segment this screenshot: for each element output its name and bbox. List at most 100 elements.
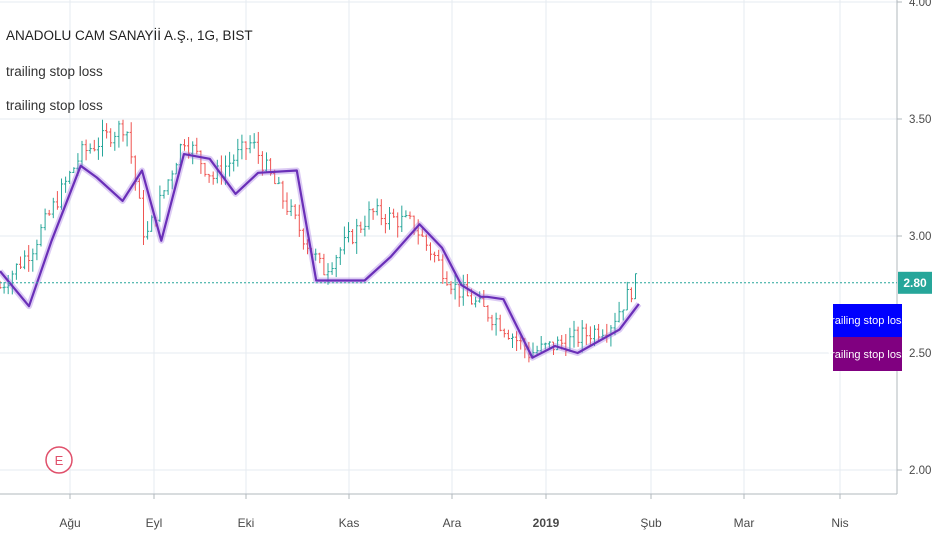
trailing-stop-line[interactable] bbox=[0, 153, 640, 359]
trailing-stop-series bbox=[0, 151, 642, 361]
candle bbox=[166, 179, 170, 195]
candle bbox=[256, 131, 260, 164]
candle bbox=[383, 213, 387, 234]
candle bbox=[96, 137, 100, 160]
candle bbox=[80, 140, 84, 167]
candle bbox=[392, 208, 396, 218]
candle bbox=[367, 201, 371, 230]
candle bbox=[633, 273, 638, 300]
candle bbox=[252, 133, 256, 149]
x-tick-label: Eki bbox=[238, 516, 255, 530]
x-tick-label: Mar bbox=[734, 516, 755, 530]
candle bbox=[293, 204, 297, 220]
candle bbox=[564, 334, 568, 356]
candle bbox=[334, 254, 338, 278]
candle bbox=[6, 274, 10, 295]
candle bbox=[597, 323, 601, 342]
candle bbox=[330, 262, 334, 275]
candle bbox=[301, 228, 305, 250]
candle bbox=[27, 245, 31, 272]
candle bbox=[498, 314, 502, 332]
candle bbox=[625, 281, 629, 311]
indicator-badge-blue-bg bbox=[833, 304, 902, 337]
candle bbox=[64, 176, 68, 193]
candle bbox=[289, 199, 293, 217]
candle bbox=[449, 281, 453, 295]
candle bbox=[232, 154, 236, 172]
candle bbox=[121, 119, 125, 142]
candle bbox=[453, 273, 457, 300]
candle bbox=[539, 336, 543, 354]
candle bbox=[519, 336, 523, 350]
candle bbox=[51, 197, 55, 219]
legend: ANADOLU CAM SANAYİİ A.Ş., 1G, BIST trail… bbox=[6, 28, 253, 113]
x-tick-label: Nis bbox=[831, 516, 848, 530]
y-tick-label: 2.50 bbox=[909, 348, 931, 360]
candle bbox=[162, 190, 166, 199]
chart-title: ANADOLU CAM SANAYİİ A.Ş., 1G, BIST bbox=[6, 28, 253, 43]
candle bbox=[158, 185, 162, 223]
indicator-badge-blue-label: trailing stop loss bbox=[828, 315, 907, 327]
legend-entry-2[interactable]: trailing stop loss bbox=[6, 98, 103, 113]
candle bbox=[437, 249, 441, 262]
y-axis-ticks: 2.00 2.50 3.00 3.50 4.00 bbox=[897, 0, 931, 477]
candle bbox=[617, 301, 621, 323]
candle bbox=[420, 228, 424, 237]
last-price-label: 2.80 bbox=[903, 276, 927, 290]
candle bbox=[400, 205, 404, 233]
y-tick-label: 2.00 bbox=[909, 465, 931, 477]
candle bbox=[396, 212, 400, 238]
candle bbox=[621, 309, 625, 321]
candle bbox=[318, 252, 322, 264]
x-tick-label: Ağu bbox=[59, 516, 80, 530]
candle bbox=[105, 123, 109, 139]
candle bbox=[314, 248, 318, 261]
candle bbox=[43, 208, 47, 231]
candle bbox=[2, 282, 6, 294]
candle bbox=[88, 143, 92, 154]
candle bbox=[474, 296, 478, 308]
candle bbox=[535, 345, 539, 356]
candle bbox=[502, 328, 506, 338]
candle bbox=[515, 331, 519, 352]
candle bbox=[109, 128, 113, 147]
candle bbox=[191, 141, 195, 165]
candle bbox=[355, 218, 359, 254]
legend-entry-1[interactable]: trailing stop loss bbox=[6, 64, 103, 79]
earnings-marker[interactable]: E bbox=[45, 446, 73, 474]
candle bbox=[170, 170, 174, 190]
candle bbox=[195, 137, 199, 155]
candle bbox=[494, 312, 498, 336]
candle bbox=[445, 271, 449, 286]
candle bbox=[551, 341, 556, 355]
last-price-badge: 2.80 bbox=[898, 271, 932, 294]
last-price-badge-bg bbox=[898, 271, 932, 294]
candle bbox=[240, 134, 244, 160]
candle bbox=[428, 242, 433, 261]
candle bbox=[543, 342, 547, 350]
candle bbox=[47, 209, 51, 216]
candle bbox=[338, 247, 342, 265]
candle bbox=[264, 152, 269, 173]
candle bbox=[424, 234, 428, 251]
x-axis-ticks: Ağu Eyl Eki Kas Ara 2019 Şub Mar Nis bbox=[59, 494, 849, 530]
candle bbox=[228, 151, 232, 177]
candle bbox=[629, 287, 633, 303]
candle bbox=[346, 222, 351, 243]
candle bbox=[572, 320, 576, 348]
candle bbox=[92, 139, 96, 152]
candle bbox=[35, 239, 39, 261]
candle bbox=[305, 239, 310, 255]
candle bbox=[510, 333, 515, 349]
candle bbox=[211, 171, 215, 185]
candle bbox=[117, 120, 121, 148]
candle bbox=[113, 131, 117, 151]
candle bbox=[236, 138, 240, 167]
earnings-circle bbox=[45, 446, 73, 474]
candle bbox=[14, 263, 18, 280]
candle bbox=[248, 135, 252, 154]
candle bbox=[457, 283, 461, 307]
candle bbox=[433, 251, 437, 263]
